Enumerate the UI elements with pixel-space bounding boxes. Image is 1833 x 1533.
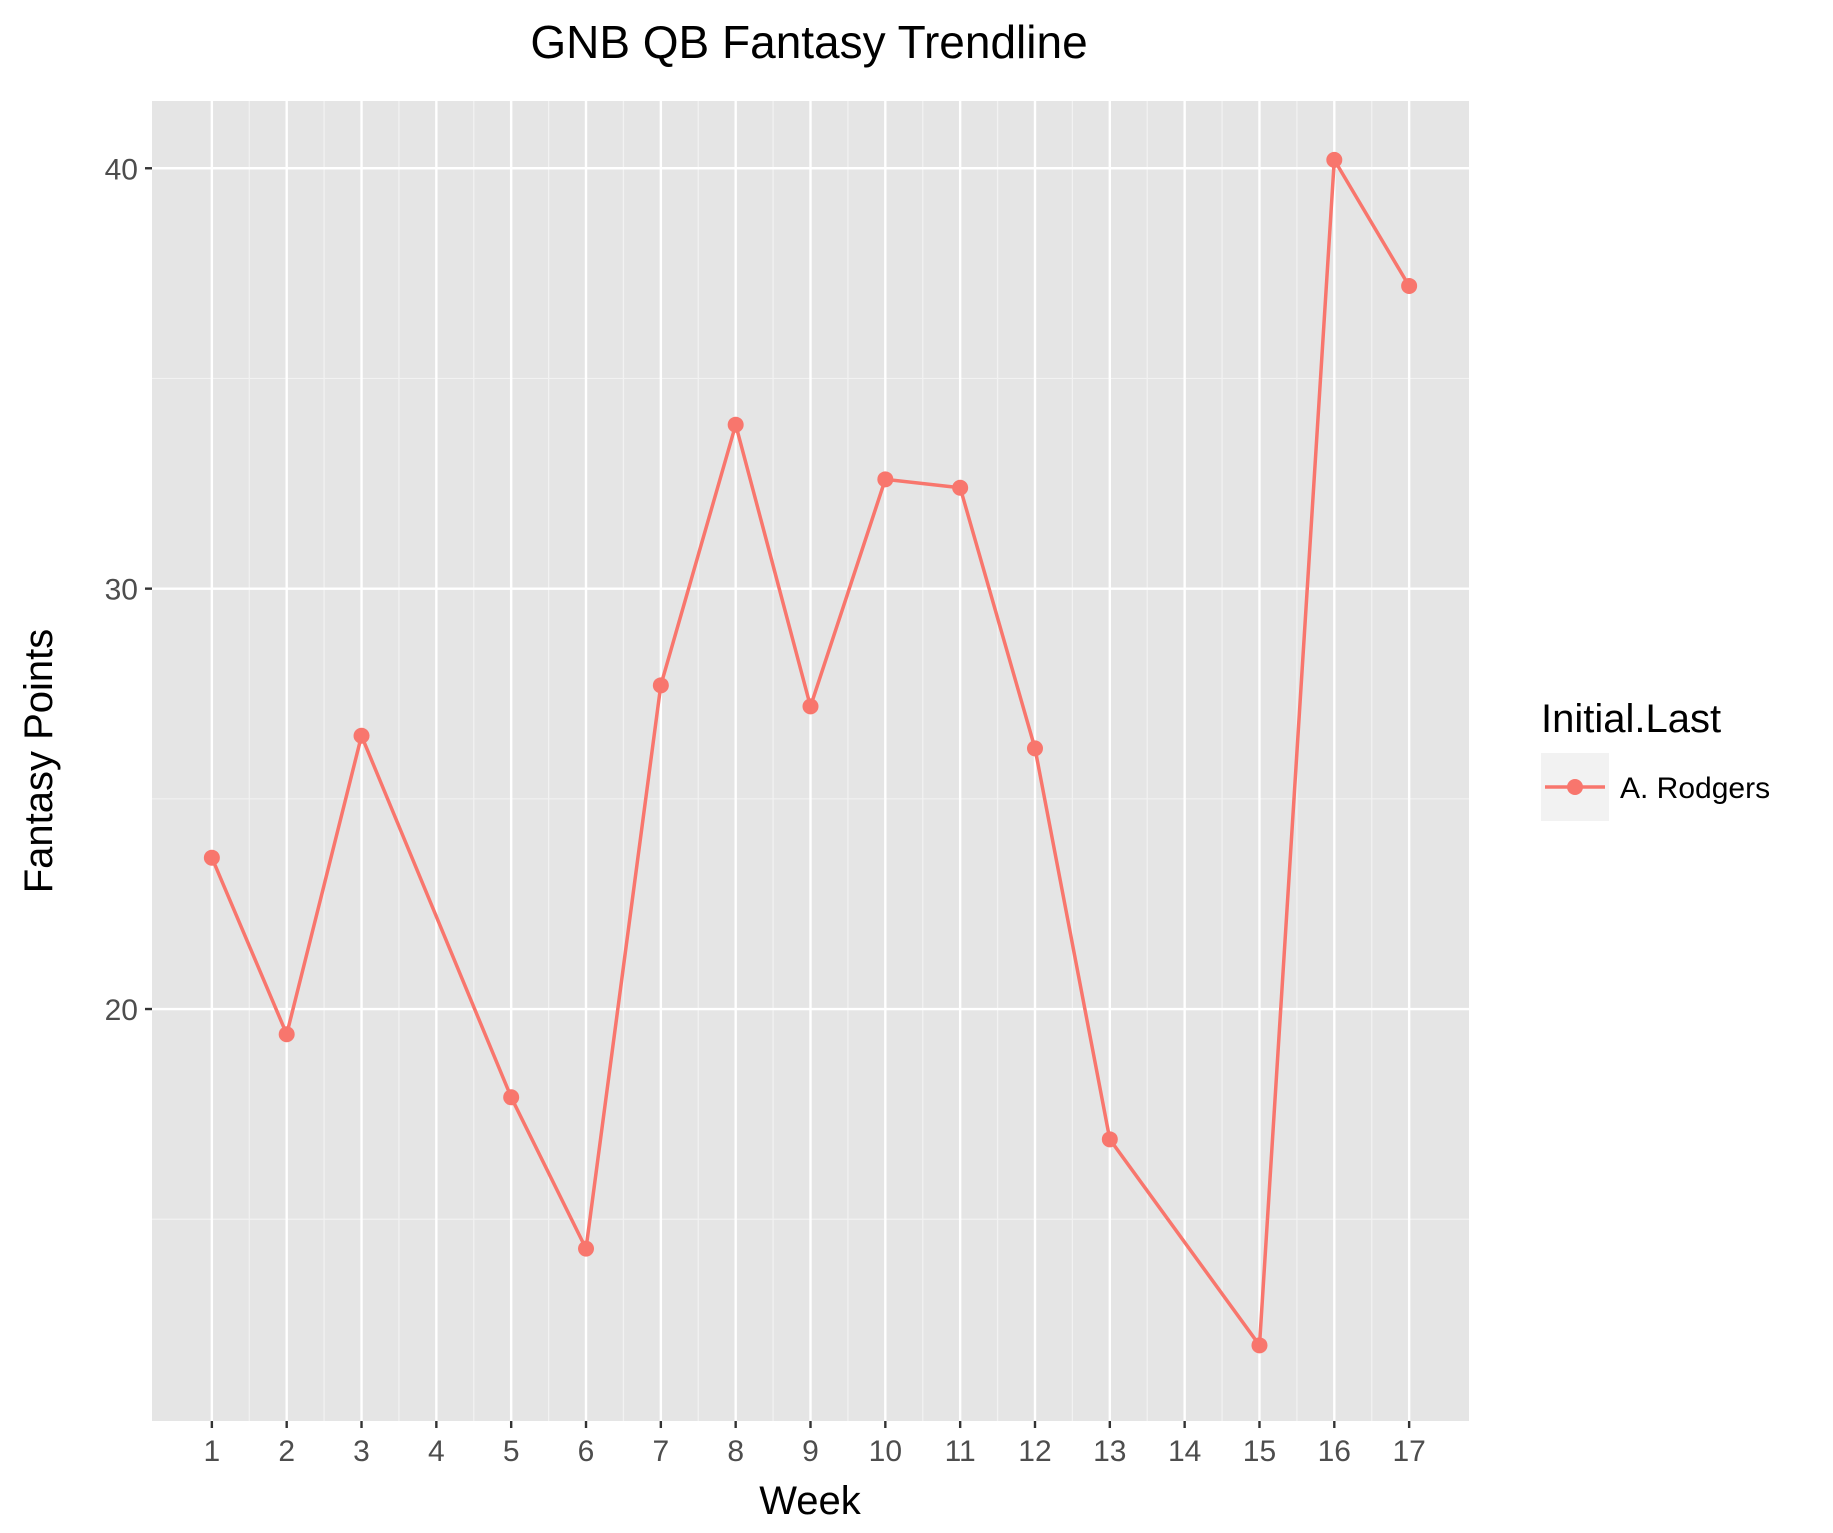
x-tick-label: 15 [1243,1435,1276,1468]
data-point [1026,740,1043,757]
series-layer [203,151,1418,1354]
data-point [278,1026,295,1043]
x-tick-label: 5 [503,1435,520,1468]
x-tick-label: 17 [1392,1435,1425,1468]
x-tick-label: 12 [1018,1435,1051,1468]
data-point [1326,151,1343,168]
data-point [1251,1337,1268,1354]
legend-label-a-rodgers: A. Rodgers [1620,772,1770,805]
data-point [353,727,370,744]
x-tick-label: 1 [204,1435,221,1468]
data-point [877,471,894,488]
data-point [203,849,220,866]
chart-title: GNB QB Fantasy Trendline [530,16,1087,68]
y-tick-label: 30 [105,574,138,607]
data-point [652,677,669,694]
x-tick-label: 8 [727,1435,744,1468]
x-tick-label: 10 [869,1435,902,1468]
data-point [727,416,744,433]
x-tick-label: 4 [428,1435,445,1468]
x-tick-label: 14 [1168,1435,1201,1468]
grid-lines [152,101,1469,1421]
x-tick-label: 7 [652,1435,669,1468]
legend-title: Initial.Last [1541,697,1721,741]
x-tick-label: 13 [1093,1435,1126,1468]
x-tick-label: 11 [945,1435,976,1468]
y-tick-label: 20 [105,994,138,1027]
y-axis-title: Fantasy Points [17,629,61,894]
data-point [802,698,819,715]
x-tick-label: 9 [802,1435,819,1468]
x-tick-label: 16 [1318,1435,1351,1468]
x-axis-title: Week [759,1479,862,1523]
x-tick-label: 3 [353,1435,370,1468]
data-point [1401,277,1418,294]
data-point [952,479,969,496]
data-point [578,1240,595,1257]
data-point [1101,1131,1118,1148]
legend: Initial.Last A. Rodgers [1541,697,1770,821]
x-tick-label: 6 [578,1435,595,1468]
y-tick-label: 40 [105,153,138,186]
x-tick-label: 2 [278,1435,295,1468]
legend-key-point [1567,779,1583,795]
data-point [503,1089,520,1106]
